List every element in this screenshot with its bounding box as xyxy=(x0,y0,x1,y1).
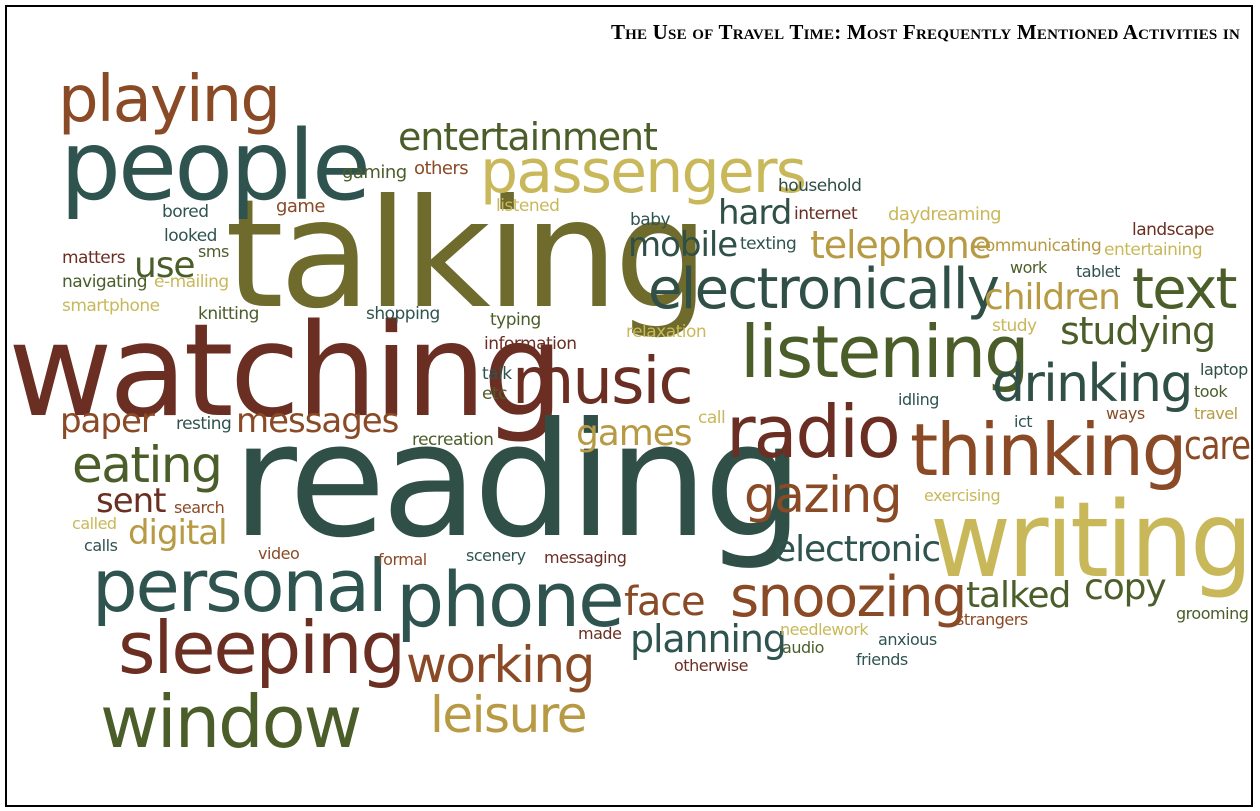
word-sent: sent xyxy=(96,481,166,521)
word-talked: talked xyxy=(966,575,1071,616)
word-video: video xyxy=(258,544,300,563)
word-knitting: knitting xyxy=(198,304,259,324)
word-thinking: thinking xyxy=(910,408,1187,492)
word-listening: listening xyxy=(740,310,1030,394)
word-scenery: scenery xyxy=(466,546,526,565)
word-etc: etc xyxy=(482,384,507,404)
word-studying: studying xyxy=(1060,309,1216,353)
word-resting: resting xyxy=(176,414,232,434)
word-games: games xyxy=(576,413,693,454)
word-tablet: tablet xyxy=(1076,262,1120,281)
word-talk: talk xyxy=(482,364,512,384)
word-sleeping: sleeping xyxy=(118,606,406,690)
word-search: search xyxy=(174,498,225,517)
word-mobile: mobile xyxy=(628,225,738,265)
word-calls: calls xyxy=(84,536,118,555)
word-formal: formal xyxy=(378,550,427,569)
word-hard: hard xyxy=(718,193,792,233)
word-internet: internet xyxy=(794,204,858,224)
word-talking: talking xyxy=(225,168,709,342)
word-passengers: passengers xyxy=(480,137,807,207)
word-watching: watching xyxy=(8,297,564,446)
figure-frame xyxy=(5,5,1253,807)
word-electronic: electronic xyxy=(774,529,941,570)
word-snoozing: snoozing xyxy=(730,565,967,630)
word-study: study xyxy=(992,316,1037,336)
word-information: information xyxy=(484,334,577,354)
word-personal: personal xyxy=(92,544,388,628)
word-household: household xyxy=(778,176,862,196)
word-call: call xyxy=(698,408,726,428)
word-entertaining: entertaining xyxy=(1104,240,1203,260)
word-idling: idling xyxy=(898,390,939,409)
word-grooming: grooming xyxy=(1176,604,1249,623)
word-playing: playing xyxy=(58,63,281,137)
word-anxious: anxious xyxy=(878,630,937,649)
word-others: others xyxy=(414,158,469,179)
word-listened: listened xyxy=(496,196,560,216)
word-audio: audio xyxy=(782,638,824,657)
word-use: use xyxy=(134,245,196,286)
word-exercising: exercising xyxy=(924,486,1001,505)
word-recreation: recreation xyxy=(412,430,494,450)
word-copy: copy xyxy=(1084,567,1167,608)
word-communicating: communicating xyxy=(976,236,1102,256)
word-entertainment: entertainment xyxy=(398,115,658,159)
word-took: took xyxy=(1194,382,1228,401)
word-text: text xyxy=(1132,257,1237,322)
word-drinking: drinking xyxy=(992,354,1193,414)
word-planning: planning xyxy=(630,617,787,661)
word-electronically: electronically xyxy=(648,257,1000,322)
word-matters: matters xyxy=(62,248,126,268)
word-otherwise: otherwise xyxy=(674,656,749,675)
word-game: game xyxy=(276,196,325,217)
word-messages: messages xyxy=(236,401,399,441)
word-ways: ways xyxy=(1106,404,1145,423)
word-radio: radio xyxy=(726,390,901,474)
word-eating: eating xyxy=(72,436,223,494)
word-called: called xyxy=(72,514,117,533)
word-face: face xyxy=(624,579,706,625)
word-travel: travel xyxy=(1194,404,1238,423)
word-window: window xyxy=(100,680,362,764)
word-ict: ict xyxy=(1014,412,1033,431)
word-shopping: shopping xyxy=(366,304,440,324)
word-digital: digital xyxy=(128,513,228,553)
word-music: music xyxy=(512,345,694,419)
word-people: people xyxy=(60,110,371,222)
word-made: made xyxy=(578,624,622,643)
word-friends: friends xyxy=(856,650,908,669)
word-laptop: laptop xyxy=(1200,360,1248,379)
word-messaging: messaging xyxy=(544,548,627,567)
word-paper: paper xyxy=(60,401,155,441)
word-looked: looked xyxy=(164,226,217,246)
word-smartphone: smartphone xyxy=(62,296,160,316)
word-reading: reading xyxy=(232,389,804,573)
word-strangers: strangers xyxy=(956,610,1028,629)
word-gaming: gaming xyxy=(342,162,407,183)
word-daydreaming: daydreaming xyxy=(888,204,1002,225)
word-phone: phone xyxy=(396,555,625,644)
word-working: working xyxy=(406,636,595,694)
word-needlework: needlework xyxy=(780,620,869,639)
word-e-mailing: e-mailing xyxy=(154,272,229,292)
word-bored: bored xyxy=(162,202,209,222)
word-children: children xyxy=(984,277,1121,318)
word-leisure: leisure xyxy=(430,686,588,744)
word-writing: writing xyxy=(930,479,1253,601)
word-work: work xyxy=(1010,258,1047,277)
word-texting: texting xyxy=(740,234,797,254)
word-typing: typing xyxy=(490,310,541,330)
word-sms: sms xyxy=(198,242,229,261)
word-landscape: landscape xyxy=(1132,220,1215,240)
word-baby: baby xyxy=(630,210,671,230)
word-care: care xyxy=(1184,423,1251,469)
figure-title: The Use of Travel Time: Most Frequently … xyxy=(610,20,1240,44)
word-navigating: navigating xyxy=(62,272,148,292)
word-relaxation: relaxation xyxy=(626,322,707,342)
word-telephone: telephone xyxy=(810,223,992,267)
word-gazing: gazing xyxy=(744,466,902,524)
